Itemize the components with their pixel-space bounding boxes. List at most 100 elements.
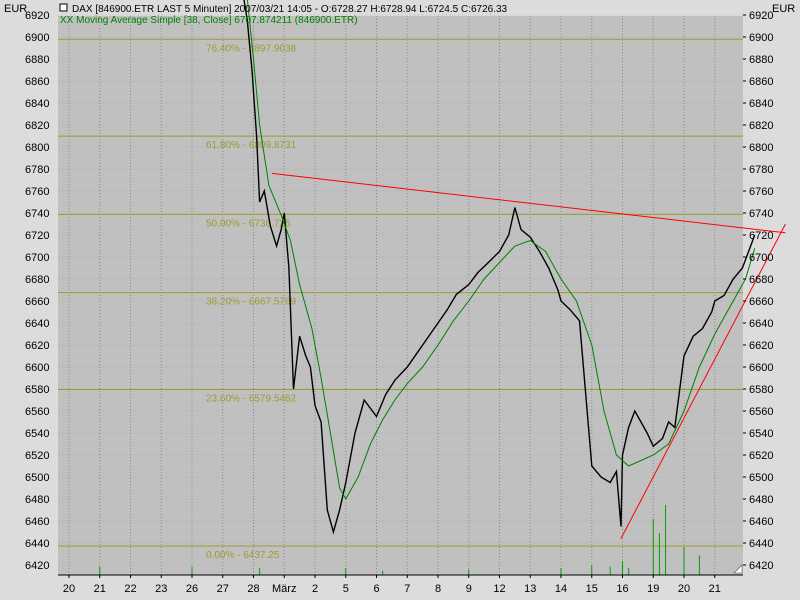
trendline <box>271 172 786 234</box>
currency-right-label: EUR <box>772 3 795 15</box>
price-line <box>243 0 756 535</box>
moving-average-title: XX Moving Average Simple [38, Close] 670… <box>60 15 358 26</box>
x-tick-label: 12 <box>493 583 505 595</box>
y-tick-label-right: 6820 <box>749 120 773 132</box>
fibonacci-level-label: 0.00% - 6437.25 <box>206 550 280 561</box>
y-tick-label-left: 6660 <box>25 296 49 308</box>
y-tick-label-right: 6420 <box>749 560 773 572</box>
y-tick-label-right: 6560 <box>749 406 773 418</box>
y-tick-label-left: 6540 <box>25 428 49 440</box>
x-tick-label: 9 <box>466 583 472 595</box>
x-tick-label: 8 <box>435 583 441 595</box>
y-tick-label-right: 6700 <box>749 252 773 264</box>
x-tick-label: 16 <box>616 583 628 595</box>
x-tick-label: 2 <box>312 583 318 595</box>
y-tick-label-right: 6460 <box>749 516 773 528</box>
x-tick-label: 20 <box>63 583 75 595</box>
x-tick-label: 26 <box>186 583 198 595</box>
y-tick-label-right: 6860 <box>749 76 773 88</box>
plot-area[interactable] <box>58 16 743 575</box>
y-tick-label-left: 6460 <box>25 516 49 528</box>
y-tick-label-right: 6840 <box>749 98 773 110</box>
grid-lines <box>58 14 743 575</box>
x-axis: 20 21 22 23 26 27 28 März 2 5 6 7 8 9 12 13 14 15 16 19 20 21 <box>58 574 743 595</box>
y-tick-label-right: 6500 <box>749 472 773 484</box>
y-tick-label-left: 6860 <box>25 76 49 88</box>
y-tick-label-left: 6640 <box>25 318 49 330</box>
x-tick-label: 7 <box>404 583 410 595</box>
y-tick-label-left: 6680 <box>25 274 49 286</box>
y-tick-label-left: 6520 <box>25 450 49 462</box>
fibonacci-level-label: 23.60% - 6579.5462 <box>206 393 297 404</box>
x-tick-label: 21 <box>94 583 106 595</box>
x-tick-label: 20 <box>678 583 690 595</box>
y-tick-label-right: 6680 <box>749 274 773 286</box>
x-tick-label: 19 <box>647 583 659 595</box>
y-tick-label-right: 6660 <box>749 296 773 308</box>
x-tick-label: März <box>272 583 296 595</box>
resize-corner-icon[interactable] <box>733 564 743 574</box>
y-tick-label-right: 6640 <box>749 318 773 330</box>
x-tick-label: 28 <box>247 583 259 595</box>
y-tick-label-right: 6600 <box>749 362 773 374</box>
fibonacci-level-label: 76.40% - 6897.9038 <box>206 43 297 54</box>
y-tick-label-left: 6700 <box>25 252 49 264</box>
moving-average-line <box>246 0 756 501</box>
y-tick-label-right: 6780 <box>749 164 773 176</box>
y-tick-label-right: 6520 <box>749 450 773 462</box>
x-tick-label: 13 <box>524 583 536 595</box>
x-tick-label: 27 <box>217 583 229 595</box>
x-tick-label: 22 <box>124 583 136 595</box>
y-tick-label-left: 6880 <box>25 54 49 66</box>
trendline <box>620 223 786 539</box>
y-tick-label-right: 6880 <box>749 54 773 66</box>
x-tick-label: 23 <box>155 583 167 595</box>
x-tick-label: 6 <box>373 583 379 595</box>
currency-left-label: EUR <box>4 3 27 15</box>
x-tick-label: 15 <box>586 583 598 595</box>
y-tick-label-right: 6720 <box>749 230 773 242</box>
y-tick-label-right: 6760 <box>749 186 773 198</box>
y-tick-label-left: 6740 <box>25 208 49 220</box>
fibonacci-level-label: 61.80% - 6809.8731 <box>206 140 297 151</box>
y-tick-label-left: 6800 <box>25 142 49 154</box>
y-tick-label-left: 6560 <box>25 406 49 418</box>
volume-bars <box>99 505 700 575</box>
y-axis-right: 6420 6440 6460 6480 6500 6520 6540 6560 6580 6600… <box>743 10 773 572</box>
y-tick-label-right: 6620 <box>749 340 773 352</box>
y-tick-label-left: 6760 <box>25 186 49 198</box>
price-series <box>243 0 756 535</box>
y-tick-label-left: 6720 <box>25 230 49 242</box>
y-tick-label-left: 6440 <box>25 538 49 550</box>
y-tick-label-left: 6920 <box>25 10 49 22</box>
y-tick-label-left: 6420 <box>25 560 49 572</box>
x-tick-label: 21 <box>709 583 721 595</box>
y-tick-label-right: 6800 <box>749 142 773 154</box>
trendlines[interactable] <box>271 172 786 539</box>
instrument-title: DAX [846900.ETR LAST 5 Minuten] 2007/03/… <box>72 4 508 15</box>
fibonacci-levels: 100.00% - 7040.276.40% - 6897.903861.80%… <box>58 38 743 561</box>
y-tick-label-left: 6500 <box>25 472 49 484</box>
y-tick-label-left: 6580 <box>25 384 49 396</box>
y-tick-label-right: 6540 <box>749 428 773 440</box>
fibonacci-level-label: 38.20% - 6667.5769 <box>206 297 297 308</box>
y-tick-label-left: 6900 <box>25 32 49 44</box>
y-tick-label-right: 6480 <box>749 494 773 506</box>
y-tick-label-left: 6840 <box>25 98 49 110</box>
y-tick-label-left: 6820 <box>25 120 49 132</box>
y-tick-label-left: 6620 <box>25 340 49 352</box>
y-tick-label-right: 6900 <box>749 32 773 44</box>
y-tick-label-left: 6780 <box>25 164 49 176</box>
y-axis-left: 6420 6440 6460 6480 6500 6520 6540 6560 6580 6600… <box>25 10 49 572</box>
y-tick-label-left: 6480 <box>25 494 49 506</box>
x-tick-label: 5 <box>343 583 349 595</box>
collapse-button[interactable] <box>59 3 68 12</box>
y-tick-label-right: 6740 <box>749 208 773 220</box>
y-tick-label-right: 6440 <box>749 538 773 550</box>
y-tick-label-right: 6580 <box>749 384 773 396</box>
x-tick-label: 14 <box>555 583 567 595</box>
y-tick-label-right: 6920 <box>749 10 773 22</box>
fibonacci-level-label: 50.00% - 6738.725 <box>206 218 291 229</box>
y-tick-label-left: 6600 <box>25 362 49 374</box>
